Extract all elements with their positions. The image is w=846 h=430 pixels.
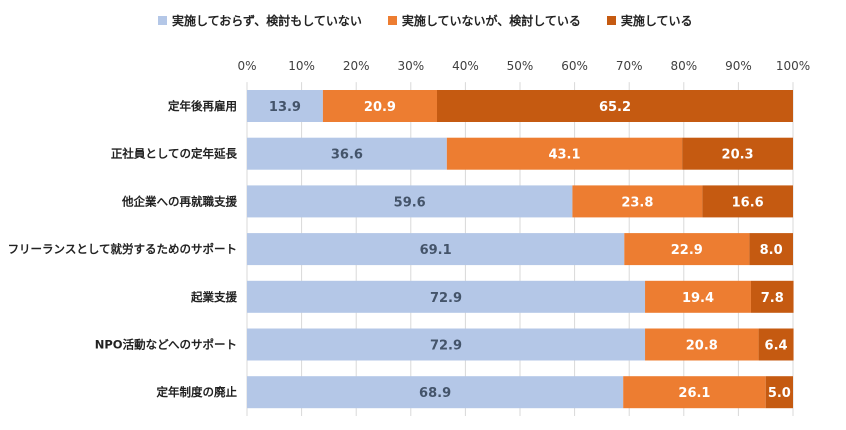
legend-swatch-not-implemented — [158, 16, 167, 25]
bar-segment — [247, 185, 573, 218]
data-label: 26.1 — [678, 386, 710, 401]
data-label: 16.6 — [732, 195, 764, 210]
bar-segment — [247, 280, 646, 313]
bar-segment — [624, 233, 750, 266]
legend-label-implemented: 実施している — [620, 14, 693, 28]
category-label: 他企業への再就職支援 — [121, 194, 237, 208]
data-label: 6.4 — [765, 339, 788, 354]
data-label: 69.1 — [420, 243, 452, 258]
data-label: 72.9 — [430, 339, 462, 354]
bar-segment — [247, 376, 624, 409]
bar-segment — [682, 137, 793, 170]
category-label: NPO活動などへのサポート — [95, 338, 237, 352]
bar-segment — [765, 376, 793, 409]
data-label: 20.9 — [364, 100, 396, 115]
data-label: 13.9 — [269, 100, 301, 115]
x-tick-label: 40% — [452, 59, 479, 73]
legend-swatch-considering — [387, 16, 397, 25]
data-label: 72.9 — [430, 291, 462, 306]
data-label: 22.9 — [671, 243, 703, 258]
legend-item-not-implemented: 実施しておらず、検討もしていない — [158, 12, 362, 29]
data-label: 7.8 — [761, 291, 784, 306]
x-tick-label: 30% — [397, 59, 424, 73]
bar-segment — [645, 328, 759, 361]
bar-segment — [437, 90, 793, 122]
x-tick-label: 70% — [616, 59, 643, 73]
data-label: 19.4 — [682, 291, 714, 306]
bar-segment — [749, 233, 793, 266]
bar-segment — [750, 280, 794, 313]
legend-swatch-implemented — [606, 16, 616, 25]
bar-segment — [572, 185, 703, 218]
bar-segment — [247, 328, 646, 361]
bar-segment — [623, 376, 766, 409]
data-label: 65.2 — [599, 100, 631, 115]
category-label: 起業支援 — [190, 290, 237, 304]
data-label: 5.0 — [768, 386, 791, 401]
bar-segment — [702, 185, 793, 218]
data-label: 23.8 — [621, 195, 653, 210]
bar-segment — [247, 233, 625, 266]
x-tick-label: 10% — [288, 59, 315, 73]
category-label: フリーランスとして就労するためのサポート — [8, 242, 237, 256]
legend-label-not-implemented: 実施しておらず、検討もしていない — [172, 14, 362, 28]
bar-segment — [247, 137, 447, 170]
bar-segment — [322, 90, 438, 122]
data-label: 59.6 — [394, 195, 426, 210]
data-label: 36.6 — [331, 148, 363, 163]
data-label: 68.9 — [419, 386, 451, 401]
data-label: 43.1 — [548, 148, 580, 163]
legend: 実施しておらず、検討もしていない 実施していないが、検討している 実施している — [158, 12, 693, 29]
bar-segment — [247, 90, 323, 122]
x-tick-label: 50% — [507, 59, 534, 73]
category-label: 定年後再雇用 — [168, 99, 237, 113]
data-label: 20.8 — [686, 339, 718, 354]
legend-label-considering: 実施していないが、検討している — [401, 14, 581, 28]
data-label: 20.3 — [722, 148, 754, 163]
legend-item-implemented: 実施している — [606, 12, 693, 29]
category-label: 正社員としての定年延長 — [111, 147, 238, 161]
x-tick-label: 90% — [725, 59, 752, 73]
x-tick-label: 100% — [776, 59, 810, 73]
bar-segment — [758, 328, 794, 361]
legend-item-considering: 実施していないが、検討している — [387, 12, 581, 29]
x-tick-label: 80% — [670, 59, 697, 73]
bar-segment — [446, 137, 683, 170]
bar-segment — [645, 280, 751, 313]
data-label: 8.0 — [760, 243, 783, 258]
x-tick-label: 0% — [237, 59, 256, 73]
category-label: 定年制度の廃止 — [157, 385, 238, 399]
x-tick-label: 60% — [561, 59, 588, 73]
x-tick-label: 20% — [343, 59, 370, 73]
